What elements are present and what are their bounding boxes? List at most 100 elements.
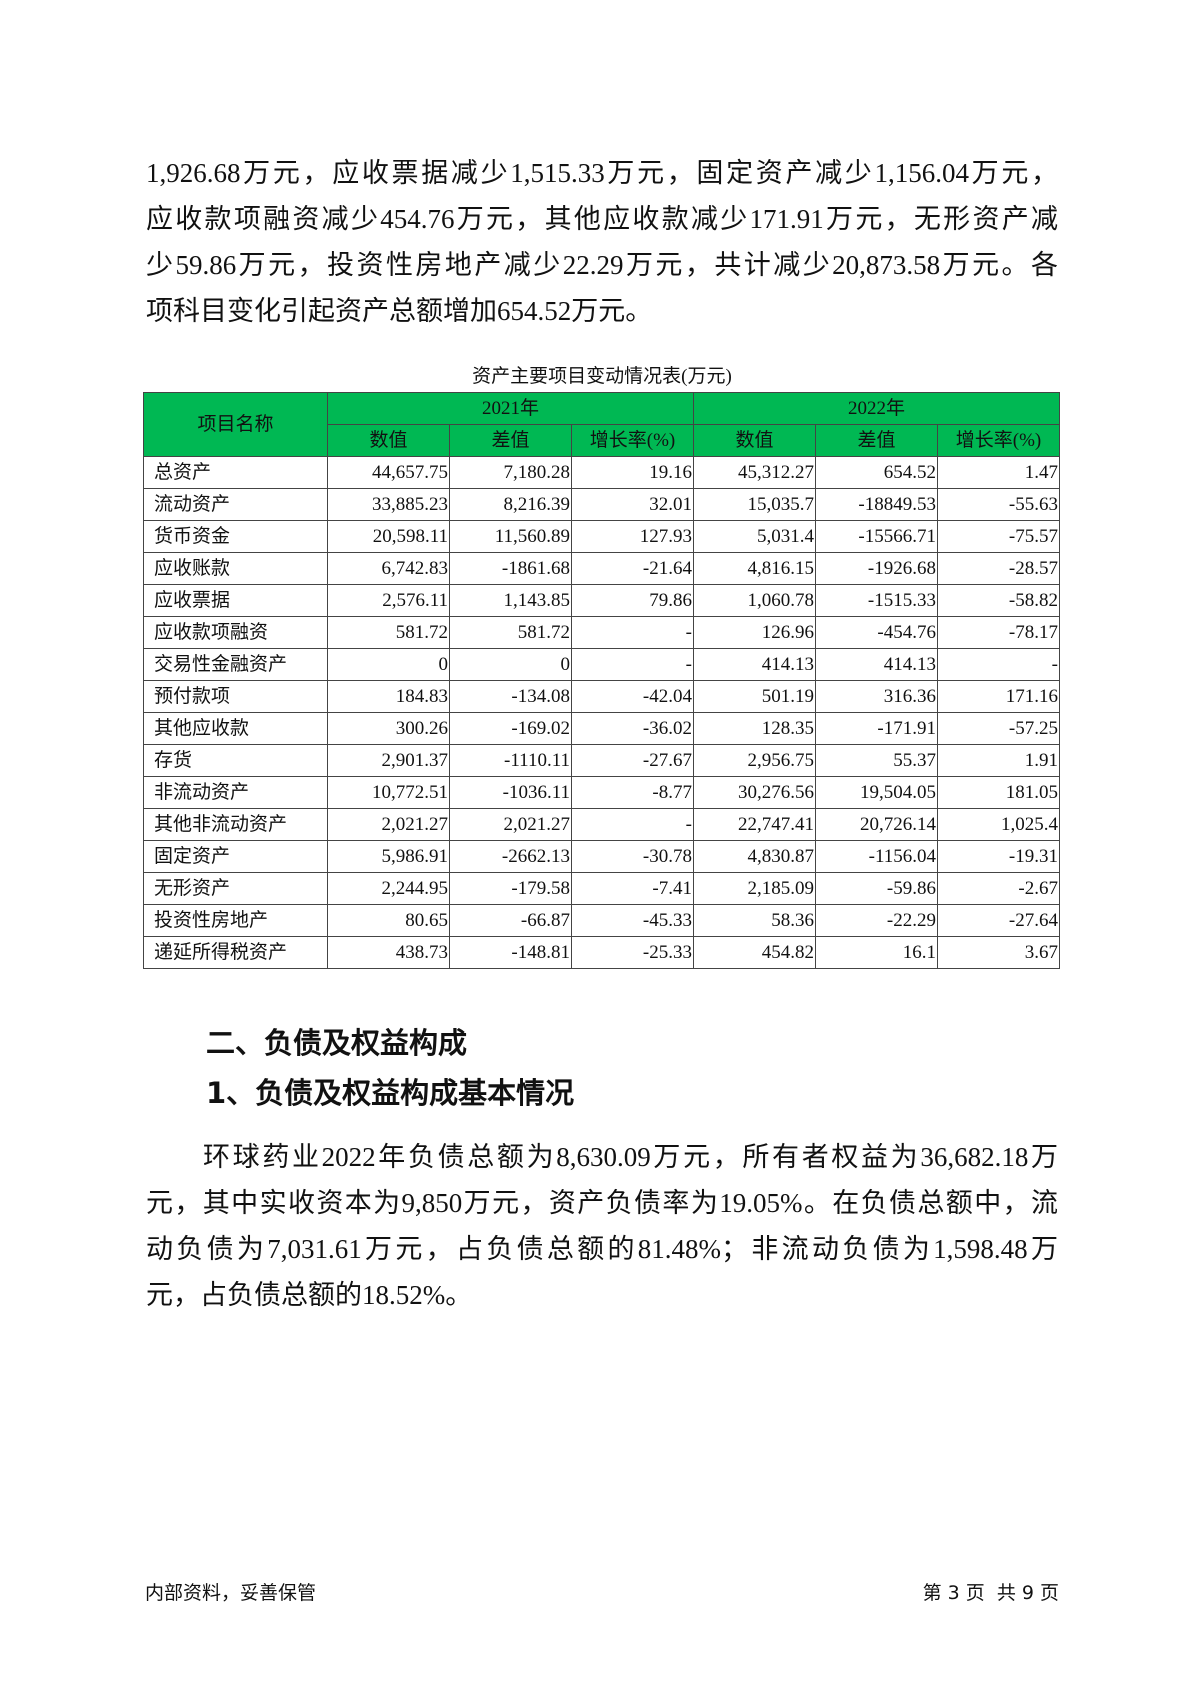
table-row: 固定资产 5,986.91 -2662.13 -30.78 4,830.87 -1156.… [143, 840, 1060, 873]
value-cell: 55.37 [815, 744, 938, 777]
value-cell: -148.81 [449, 936, 572, 969]
value-cell: 2,956.75 [693, 744, 816, 777]
value-cell: -27.64 [937, 904, 1060, 937]
footer-confidential-note: 内部资料，妥善保管 [145, 1582, 317, 1604]
value-cell: 4,816.15 [693, 552, 816, 585]
value-cell: 58.36 [693, 904, 816, 937]
value-cell: 1,060.78 [693, 584, 816, 617]
value-cell: 2,021.27 [449, 808, 572, 841]
header-item-name: 项目名称 [143, 392, 328, 457]
value-cell: 2,244.95 [327, 872, 450, 905]
table-row: 存货 2,901.37 -1110.11 -27.67 2,956.75 55.37 1.9… [143, 744, 1060, 777]
value-cell: 19.16 [571, 456, 694, 489]
value-cell: 20,598.11 [327, 520, 450, 553]
value-cell: -25.33 [571, 936, 694, 969]
value-cell: 15,035.7 [693, 488, 816, 521]
value-cell: 8,216.39 [449, 488, 572, 521]
value-cell: -171.91 [815, 712, 938, 745]
text-line: 动负债为7,031.61万元，占负债总额的81.48%；非流动负债为1,598.… [146, 1234, 1058, 1264]
value-cell: - [937, 648, 1060, 681]
subheader-cell: 增长率(%) [571, 424, 694, 457]
value-cell: 10,772.51 [327, 776, 450, 809]
row-label: 存货 [143, 744, 328, 777]
value-cell: -2.67 [937, 872, 1060, 905]
value-cell: 128.35 [693, 712, 816, 745]
value-cell: 80.65 [327, 904, 450, 937]
section-heading: 二、负债及权益构成 [206, 1026, 468, 1060]
value-cell: -59.86 [815, 872, 938, 905]
text-line: 应收款项融资减少454.76万元，其他应收款减少171.91万元，无形资产减 [146, 204, 1058, 234]
value-cell: -55.63 [937, 488, 1060, 521]
value-cell: -45.33 [571, 904, 694, 937]
value-cell: -1926.68 [815, 552, 938, 585]
value-cell: 126.96 [693, 616, 816, 649]
value-cell: - [571, 616, 694, 649]
table-row: 应收账款 6,742.83 -1861.68 -21.64 4,816.15 -1926.… [143, 552, 1060, 585]
value-cell: 316.36 [815, 680, 938, 713]
table-row: 其他非流动资产 2,021.27 2,021.27-22,747.41 20,726.… [143, 808, 1060, 841]
row-label: 预付款项 [143, 680, 328, 713]
value-cell: 3.67 [937, 936, 1060, 969]
value-cell: 30,276.56 [693, 776, 816, 809]
row-label: 固定资产 [143, 840, 328, 873]
footer-page-number: 第 3 页 共 9 页 [922, 1582, 1059, 1604]
value-cell: -58.82 [937, 584, 1060, 617]
value-cell: -2662.13 [449, 840, 572, 873]
row-label: 其他非流动资产 [143, 808, 328, 841]
value-cell: 19,504.05 [815, 776, 938, 809]
value-cell: -134.08 [449, 680, 572, 713]
value-cell: 22,747.41 [693, 808, 816, 841]
value-cell: -7.41 [571, 872, 694, 905]
value-cell: 300.26 [327, 712, 450, 745]
row-label: 交易性金融资产 [143, 648, 328, 681]
value-cell: - [571, 648, 694, 681]
value-cell: -8.77 [571, 776, 694, 809]
text-line: 元，其中实收资本为9,850万元，资产负债率为19.05%。在负债总额中，流 [146, 1188, 1058, 1218]
text-line: 少59.86万元，投资性房地产减少22.29万元，共计减少20,873.58万元… [146, 250, 1058, 280]
value-cell: -15566.71 [815, 520, 938, 553]
table-row: 货币资金 20,598.11 11,560.89 127.93 5,031.4 -1556… [143, 520, 1060, 553]
value-cell: -36.02 [571, 712, 694, 745]
row-label: 应收票据 [143, 584, 328, 617]
value-cell: -169.02 [449, 712, 572, 745]
table-row: 非流动资产 10,772.51 -1036.11 -8.77 30,276.56 19,5… [143, 776, 1060, 809]
value-cell: 45,312.27 [693, 456, 816, 489]
value-cell: 0 [449, 648, 572, 681]
value-cell: -19.31 [937, 840, 1060, 873]
value-cell: -21.64 [571, 552, 694, 585]
row-label: 应收账款 [143, 552, 328, 585]
value-cell: 2,901.37 [327, 744, 450, 777]
text-line: 元，占负债总额的18.52%。 [146, 1280, 473, 1310]
value-cell: -18849.53 [815, 488, 938, 521]
value-cell: 171.16 [937, 680, 1060, 713]
value-cell: 6,742.83 [327, 552, 450, 585]
value-cell: 438.73 [327, 936, 450, 969]
value-cell: 11,560.89 [449, 520, 572, 553]
row-label: 流动资产 [143, 488, 328, 521]
value-cell: -75.57 [937, 520, 1060, 553]
value-cell: 32.01 [571, 488, 694, 521]
value-cell: 79.86 [571, 584, 694, 617]
value-cell: -28.57 [937, 552, 1060, 585]
value-cell: -78.17 [937, 616, 1060, 649]
value-cell: 1.47 [937, 456, 1060, 489]
table-row: 应收款项融资 581.72 581.72-126.96 -454.76 -78.17 [143, 616, 1060, 649]
value-cell: -1036.11 [449, 776, 572, 809]
table-row: 递延所得税资产 438.73 -148.81 -25.33 454.82 16.1 3.67 [143, 936, 1060, 969]
value-cell: 1,025.4 [937, 808, 1060, 841]
value-cell: 184.83 [327, 680, 450, 713]
value-cell: -22.29 [815, 904, 938, 937]
value-cell: 414.13 [693, 648, 816, 681]
value-cell: 581.72 [327, 616, 450, 649]
value-cell: -30.78 [571, 840, 694, 873]
value-cell: 501.19 [693, 680, 816, 713]
text-line: 1,926.68万元，应收票据减少1,515.33万元，固定资产减少1,156.… [146, 158, 1058, 188]
subheader-cell: 增长率(%) [937, 424, 1060, 457]
subheader-cell: 数值 [693, 424, 816, 457]
value-cell: -1110.11 [449, 744, 572, 777]
value-cell: -454.76 [815, 616, 938, 649]
value-cell: 127.93 [571, 520, 694, 553]
value-cell: -1861.68 [449, 552, 572, 585]
row-label: 应收款项融资 [143, 616, 328, 649]
row-label: 递延所得税资产 [143, 936, 328, 969]
